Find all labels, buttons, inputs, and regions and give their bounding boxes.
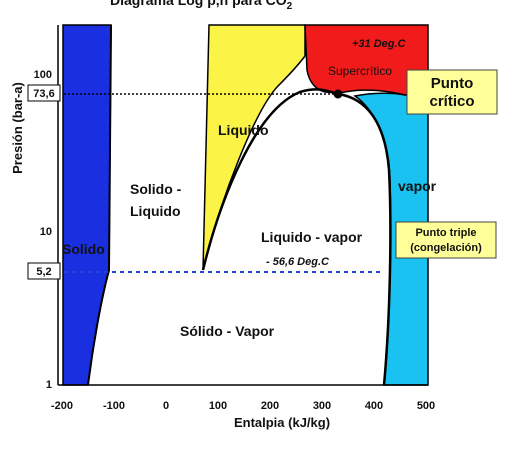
y-tick-label: 1 [46, 379, 52, 391]
triple-pressure-value: 5,2 [36, 266, 51, 278]
region-label-supercritico: Supercrítico [328, 64, 392, 78]
chart-title: Diagrama Log p,h para CO2 [110, 0, 293, 12]
x-tick-label: 400 [365, 400, 383, 412]
x-tick-label: 0 [163, 400, 169, 412]
region-label-solido-liquido-2: Liquido [130, 203, 181, 219]
region-label-liquido: Liquido [218, 122, 269, 138]
critical-pressure-box [27, 84, 61, 102]
region-label-vapor: vapor [398, 178, 437, 194]
triple-point-callout-line1: Punto triple [415, 227, 476, 239]
region-label-solido-liquido-1: Solido - [130, 181, 182, 197]
x-tick-label: -200 [51, 400, 73, 412]
x-tick-label: 100 [209, 400, 227, 412]
x-tick-labels: -200 -100 0 100 200 300 400 500 [51, 400, 435, 412]
solid-boundary-curve [87, 24, 112, 386]
triple-point-callout [395, 221, 497, 259]
critical-point-callout-line2: crítico [429, 93, 474, 110]
critical-temp-label: +31 Deg.C [352, 38, 407, 50]
critical-point-marker [333, 89, 343, 99]
x-tick-label: 500 [417, 400, 435, 412]
region-label-solido: Solido [62, 241, 105, 257]
region-label-solido-vapor: Sólido - Vapor [180, 323, 275, 339]
x-tick-label: 300 [313, 400, 331, 412]
triple-point-callout-line2: (congelación) [410, 242, 482, 254]
critical-point-callout [406, 69, 498, 115]
x-tick-label: -100 [103, 400, 125, 412]
y-tick-label: 10 [40, 226, 52, 238]
region-label-liquido-vapor: Liquido - vapor [261, 229, 363, 245]
y-axis-title: Presión (bar-a) [10, 82, 25, 174]
critical-pressure-value: 73,6 [33, 88, 54, 100]
x-tick-label: 200 [261, 400, 279, 412]
y-tick-label: 100 [34, 69, 52, 81]
x-axis-title: Entalpia (kJ/kg) [234, 415, 330, 430]
triple-temp-label: - 56,6 Deg.C [266, 256, 330, 268]
triple-pressure-box [27, 262, 61, 280]
critical-point-callout-line1: Punto [431, 75, 474, 92]
